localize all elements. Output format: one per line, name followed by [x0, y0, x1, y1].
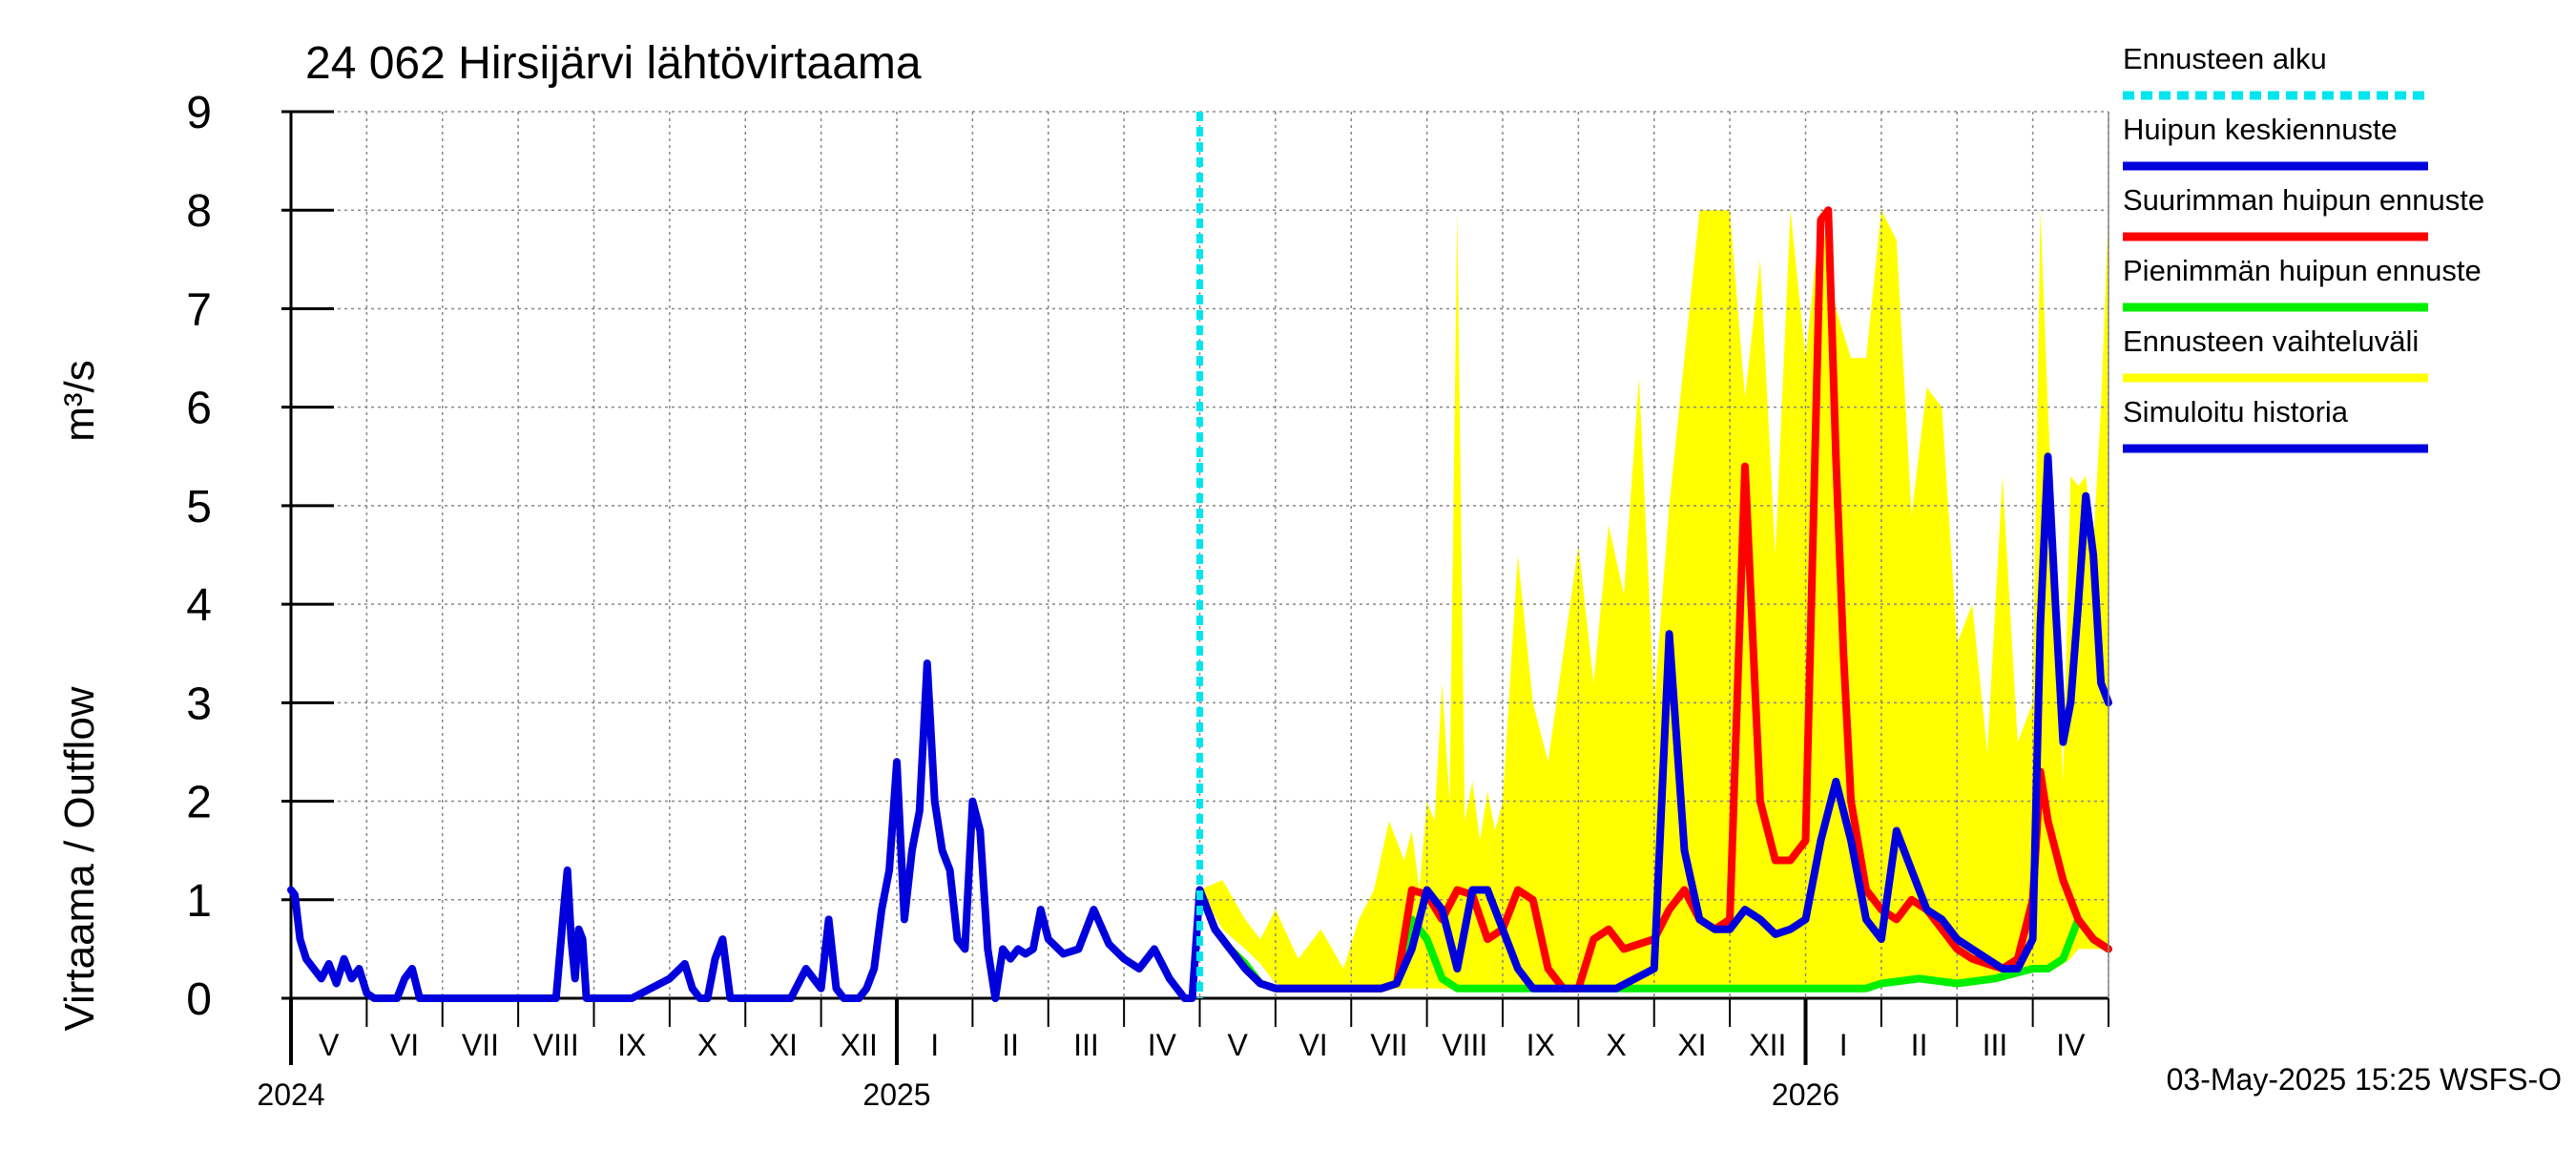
x-month-label: XII [1749, 1028, 1786, 1062]
x-month-label: VIII [533, 1028, 579, 1062]
x-month-label: VI [390, 1028, 419, 1062]
legend-label: Ennusteen vaihteluväli [2123, 324, 2419, 358]
mean-forecast-line [1195, 452, 2112, 993]
footer-timestamp: 03-May-2025 15:25 WSFS-O [2167, 1062, 2562, 1097]
x-month-label: I [1839, 1028, 1848, 1062]
x-month-label: XII [841, 1028, 878, 1062]
legend-label: Pienimmän huipun ennuste [2123, 254, 2482, 287]
x-month-label: IX [617, 1028, 646, 1062]
x-month-label: VIII [1442, 1028, 1487, 1062]
y-tick-label: 5 [186, 482, 212, 533]
x-year-label: 2025 [862, 1077, 930, 1112]
x-month-label: VII [1370, 1028, 1407, 1062]
chart-title: 24 062 Hirsijärvi lähtövirtaama [305, 38, 922, 89]
history-line [287, 659, 1204, 1002]
x-month-label: X [697, 1028, 717, 1062]
legend-label: Huipun keskiennuste [2123, 113, 2398, 146]
x-month-label: V [319, 1028, 340, 1062]
x-month-label: IV [1148, 1028, 1177, 1062]
x-month-label: IX [1527, 1028, 1555, 1062]
x-month-label: XI [769, 1028, 798, 1062]
y-axis-unit: m³/s [56, 360, 103, 442]
legend-label: Ennusteen alku [2123, 42, 2327, 75]
legend-label: Suurimman huipun ennuste [2123, 183, 2484, 217]
x-month-label: II [1911, 1028, 1928, 1062]
x-month-label: III [1073, 1028, 1099, 1062]
x-year-label: 2026 [1772, 1077, 1839, 1112]
y-tick-label: 3 [186, 679, 212, 729]
y-tick-label: 4 [186, 580, 212, 631]
legend-label: Simuloitu historia [2123, 395, 2349, 429]
y-tick-label: 6 [186, 384, 212, 434]
y-tick-label: 2 [186, 778, 212, 828]
y-tick-label: 7 [186, 284, 212, 335]
x-month-label: X [1606, 1028, 1626, 1062]
x-month-label: XI [1677, 1028, 1706, 1062]
y-tick-label: 9 [186, 88, 212, 138]
x-month-label: V [1228, 1028, 1249, 1062]
x-month-label: VII [462, 1028, 499, 1062]
x-year-label: 2024 [257, 1077, 324, 1112]
x-month-label: VI [1298, 1028, 1327, 1062]
y-axis-label: Virtaama / Outflow [56, 686, 103, 1031]
x-month-label: II [1002, 1028, 1019, 1062]
x-month-label: IV [2056, 1028, 2086, 1062]
y-tick-label: 1 [186, 876, 212, 927]
y-tick-label: 8 [186, 186, 212, 237]
y-tick-label: 0 [186, 974, 212, 1025]
x-month-label: I [930, 1028, 939, 1062]
x-month-label: III [1983, 1028, 2008, 1062]
